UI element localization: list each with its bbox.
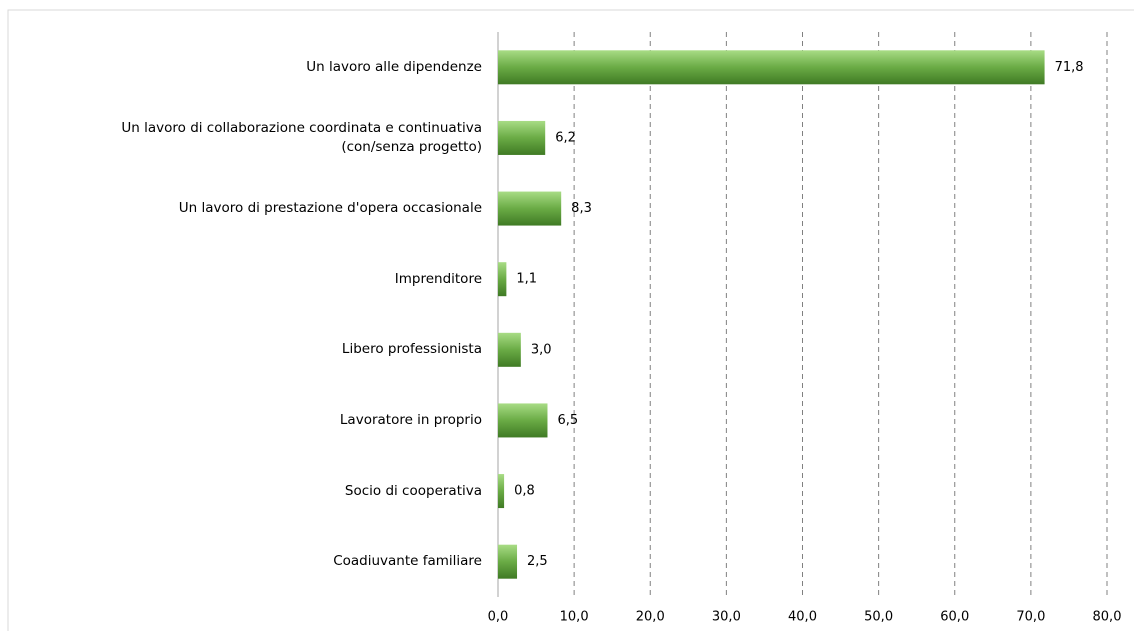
- value-label: 2,5: [527, 554, 548, 569]
- y-tick-label: Coadiuvante familiare: [333, 553, 482, 570]
- y-tick-label: Un lavoro di collaborazione coordinata e…: [121, 119, 482, 155]
- value-label: 3,0: [531, 342, 552, 357]
- bar: [498, 191, 562, 226]
- bar: [498, 544, 518, 579]
- y-tick-label: Un lavoro di prestazione d'opera occasio…: [178, 200, 482, 217]
- x-tick-label: 50,0: [864, 610, 893, 625]
- x-tick-label: 10,0: [560, 610, 589, 625]
- x-tick-label: 70,0: [1016, 610, 1045, 625]
- frame: [7, 9, 1134, 631]
- y-tick-label: Lavoratore in proprio: [339, 411, 482, 428]
- y-tick-label: Socio di cooperativa: [344, 482, 482, 499]
- y-tick-label: Libero professionista: [341, 341, 482, 358]
- value-label: 1,1: [516, 272, 537, 287]
- x-tick-label: 20,0: [636, 610, 665, 625]
- x-tick-label: 40,0: [788, 610, 817, 625]
- bar: [498, 332, 521, 367]
- bar: [498, 50, 1045, 85]
- value-label: 6,5: [557, 413, 578, 428]
- value-label: 6,2: [555, 130, 576, 145]
- x-tick-label: 60,0: [940, 610, 969, 625]
- y-tick-label: Un lavoro alle dipendenze: [306, 58, 482, 75]
- bar: [498, 403, 548, 438]
- bar: [498, 120, 546, 155]
- x-tick-label: 80,0: [1093, 610, 1122, 625]
- y-tick-label: Imprenditore: [394, 270, 482, 287]
- x-tick-label: 0,0: [488, 610, 509, 625]
- value-label: 0,8: [514, 484, 535, 499]
- value-label: 8,3: [571, 201, 592, 216]
- bar: [498, 474, 505, 509]
- value-label: 71,8: [1055, 60, 1084, 75]
- x-tick-label: 30,0: [712, 610, 741, 625]
- bar: [498, 262, 507, 297]
